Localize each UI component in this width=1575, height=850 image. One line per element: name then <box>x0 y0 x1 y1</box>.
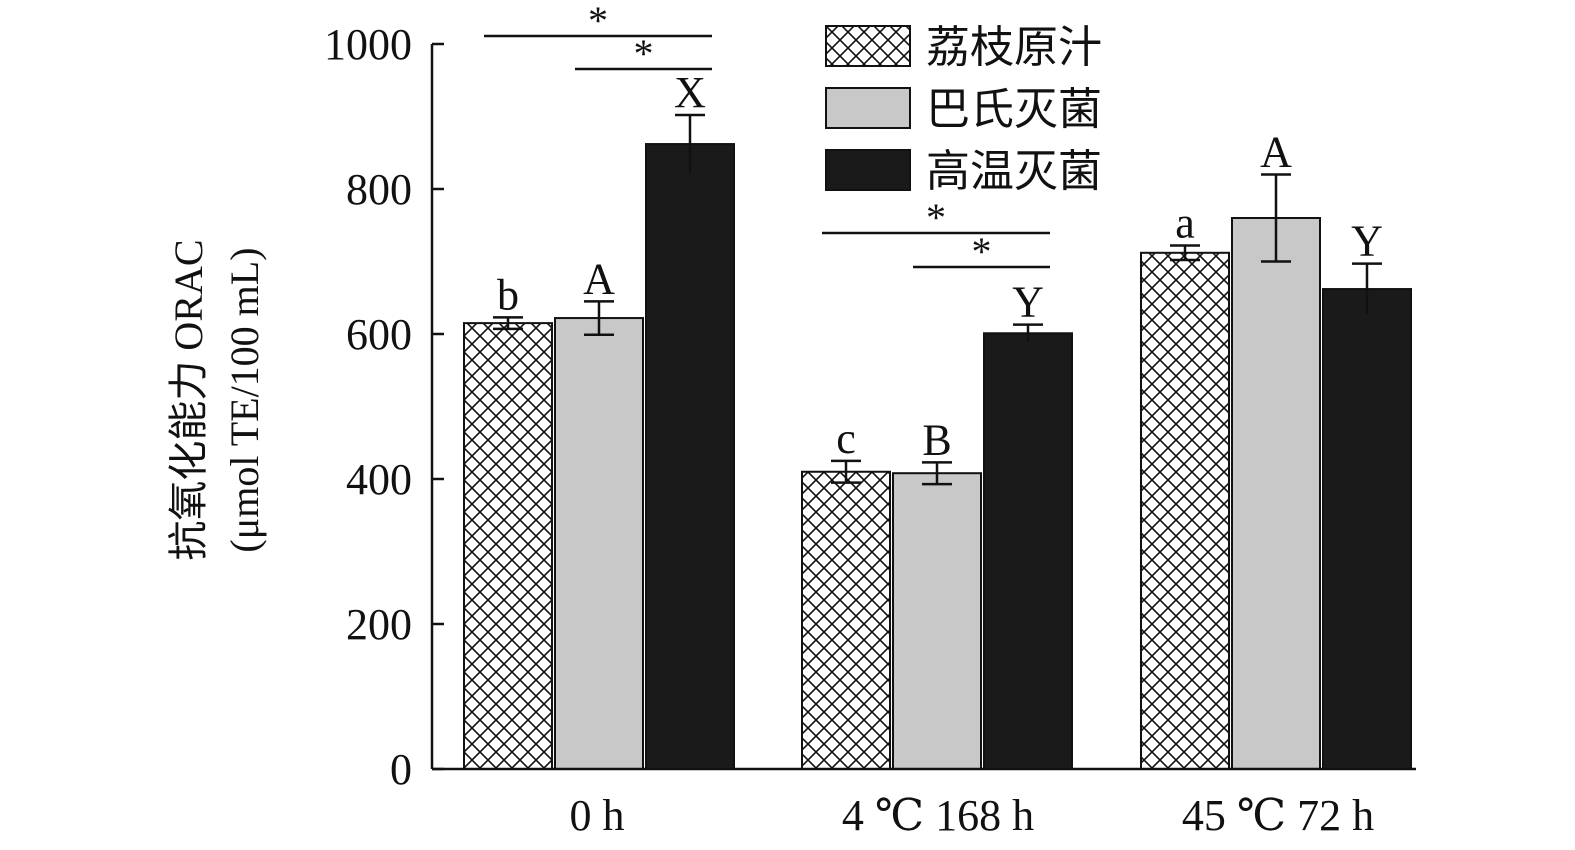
bar <box>645 143 735 771</box>
significance-star: * <box>634 31 654 76</box>
legend-swatch-1 <box>825 25 911 67</box>
x-tick-label: 4 ℃ 168 h <box>842 791 1034 840</box>
bar <box>1140 251 1230 771</box>
bar <box>1322 288 1412 770</box>
x-tick-label: 0 h <box>570 791 625 840</box>
significance-letter: b <box>497 270 519 319</box>
bar <box>1231 217 1321 770</box>
legend-label-3: 高温灭菌 <box>926 147 1102 196</box>
bar <box>983 332 1073 770</box>
legend-swatch-3 <box>825 149 911 191</box>
y-tick-label: 0 <box>390 745 412 794</box>
y-tick-label: 200 <box>346 600 412 649</box>
significance-letter: A <box>1260 128 1292 177</box>
significance-letter: Y <box>1351 217 1383 266</box>
y-tick-label: 1000 <box>324 20 412 69</box>
significance-star: * <box>588 0 608 43</box>
y-axis-ticks: 0 200 400 600 800 1000 <box>324 20 444 794</box>
y-tick-label: 800 <box>346 165 412 214</box>
significance-letter: c <box>836 414 856 463</box>
significance-letter: B <box>922 415 951 464</box>
significance-letters: b c a A B A X Y Y <box>497 68 1383 464</box>
x-axis-tick-labels: 0 h 4 ℃ 168 h 45 ℃ 72 h <box>570 791 1375 840</box>
y-axis-label-line2: (μmol TE/100 mL) <box>222 247 267 552</box>
legend-label-2: 巴氏灭菌 <box>926 85 1102 134</box>
significance-letter: A <box>583 254 615 303</box>
bar <box>463 322 553 770</box>
y-tick-label: 600 <box>346 310 412 359</box>
bar <box>554 317 644 770</box>
significance-letter: a <box>1175 199 1195 248</box>
legend-label-1: 荔枝原汁 <box>926 23 1102 72</box>
legend-swatch-2 <box>825 87 911 129</box>
x-tick-label: 45 ℃ 72 h <box>1182 791 1374 840</box>
error-bars <box>493 113 1382 486</box>
significance-brackets: * * * * <box>484 0 1050 274</box>
significance-letter: Y <box>1012 278 1044 327</box>
bar <box>801 470 891 770</box>
significance-star: * <box>926 195 946 240</box>
legend: 荔枝原汁 巴氏灭菌 高温灭菌 <box>825 23 1102 196</box>
y-tick-label: 400 <box>346 455 412 504</box>
significance-letter: X <box>674 68 706 117</box>
significance-star: * <box>972 229 992 274</box>
y-axis-label-line1: 抗氧化能力 ORAC <box>166 239 211 560</box>
bar <box>892 472 982 770</box>
